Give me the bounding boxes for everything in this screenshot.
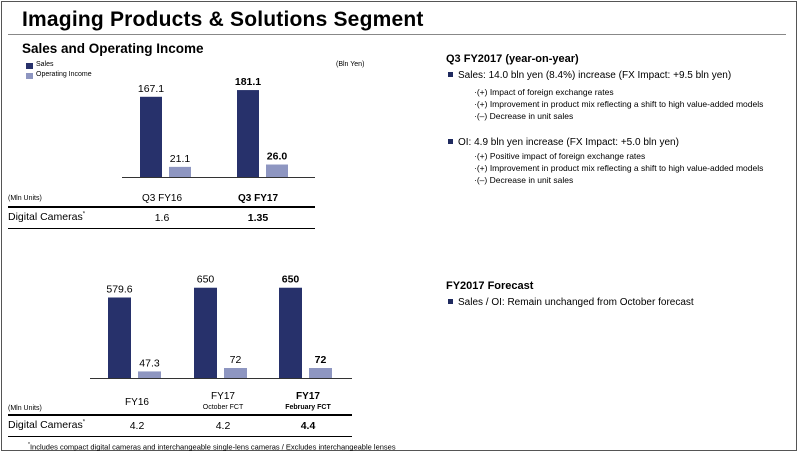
oi-point-3: ·(–) Decrease in unit sales bbox=[474, 175, 574, 185]
chart-bottom-bar-oi-2 bbox=[309, 368, 332, 378]
forecast-heading: FY2017 Forecast bbox=[446, 280, 534, 292]
table-bottom-rule-upper bbox=[8, 414, 352, 416]
q3-heading: Q3 FY2017 (year-on-year) bbox=[446, 53, 579, 65]
table-bottom-header-fy17-oct: FY17 bbox=[211, 391, 235, 402]
slide-title: Imaging Products & Solutions Segment bbox=[22, 8, 424, 31]
sales-point-3: ·(–) Decrease in unit sales bbox=[474, 111, 574, 121]
table-bottom-unit: (Mln Units) bbox=[8, 405, 42, 412]
chart-top-value-label-oi-1: 26.0 bbox=[267, 151, 288, 163]
legend-label-operating-income: Operating Income bbox=[36, 71, 92, 78]
oi-point-1: ·(+) Positive impact of foreign exchange… bbox=[474, 151, 646, 161]
oi-summary: OI: 4.9 bln yen increase (FX Impact: +5.… bbox=[448, 137, 679, 148]
table-bottom-subheader-february-fct: February FCT bbox=[285, 404, 331, 411]
section-title: Sales and Operating Income bbox=[22, 41, 204, 56]
chart-bottom-value-label-oi-2: 72 bbox=[315, 354, 327, 366]
legend-swatch-operating-income bbox=[26, 73, 33, 79]
chart-bottom-bar-sales-1 bbox=[194, 287, 217, 378]
table-bottom-header-fy17-feb: FY17 bbox=[296, 391, 320, 402]
table-top-value-q3fy17: 1.35 bbox=[247, 212, 269, 224]
chart-bottom-value-label-sales-2: 650 bbox=[282, 274, 300, 286]
chart-bottom-value-label-sales-0: 579.6 bbox=[106, 284, 132, 296]
chart-top-value-label-sales-1: 181.1 bbox=[235, 76, 261, 88]
chart-top-bar-oi-1 bbox=[266, 164, 288, 177]
table-bottom-value-fy16: 4.2 bbox=[129, 420, 145, 432]
sales-point-1: ·(+) Impact of foreign exchange rates bbox=[474, 87, 614, 97]
table-bottom-header-fy16: FY16 bbox=[125, 397, 149, 408]
table-bottom-row-label: Digital Cameras* bbox=[8, 419, 86, 431]
table-top-rule-lower bbox=[8, 228, 315, 229]
sales-point-2: ·(+) Improvement in product mix reflecti… bbox=[474, 99, 764, 109]
table-top-header-q3fy16: Q3 FY16 bbox=[141, 193, 183, 204]
title-rule bbox=[8, 34, 786, 35]
table-bottom-subheader-october-fct: October FCT bbox=[202, 404, 244, 411]
chart-bottom-value-label-sales-1: 650 bbox=[197, 274, 215, 286]
bullet-square-icon bbox=[448, 72, 453, 77]
table-bottom-rule-lower bbox=[8, 436, 352, 437]
unit-label: (Bln Yen) bbox=[336, 61, 365, 68]
table-bottom-value-fy17-feb: 4.4 bbox=[300, 420, 316, 432]
chart-top-bar-oi-0 bbox=[169, 166, 191, 177]
table-top-value-q3fy16: 1.6 bbox=[154, 212, 170, 224]
chart-top-bar-sales-0 bbox=[140, 96, 162, 177]
oi-point-2: ·(+) Improvement in product mix reflecti… bbox=[474, 163, 764, 173]
chart-bottom-value-label-oi-0: 47.3 bbox=[139, 357, 160, 369]
footnote: *Includes compact digital cameras and in… bbox=[28, 442, 396, 452]
table-top-unit: (Mln Units) bbox=[8, 195, 42, 202]
legend-label-sales: Sales bbox=[36, 61, 54, 68]
chart-top-bar-sales-1 bbox=[237, 90, 259, 177]
table-top-rule-upper bbox=[8, 206, 315, 208]
chart-bottom-bar-oi-1 bbox=[224, 368, 247, 378]
table-top-row-label: Digital Cameras* bbox=[8, 211, 86, 223]
legend-swatch-sales bbox=[26, 63, 33, 69]
chart-top-value-label-sales-0: 167.1 bbox=[138, 83, 164, 95]
chart-bottom-bar-oi-0 bbox=[138, 371, 161, 378]
table-top-header-q3fy17: Q3 FY17 bbox=[237, 193, 279, 204]
table-bottom-value-fy17-oct: 4.2 bbox=[215, 420, 231, 432]
bullet-square-icon bbox=[448, 299, 453, 304]
bullet-square-icon bbox=[448, 139, 453, 144]
chart-top-value-label-oi-0: 21.1 bbox=[170, 153, 191, 165]
chart-bottom-bar-sales-2 bbox=[279, 287, 302, 378]
forecast-summary: Sales / OI: Remain unchanged from Octobe… bbox=[448, 297, 694, 308]
chart-bottom-value-label-oi-1: 72 bbox=[230, 354, 242, 366]
sales-summary: Sales: 14.0 bln yen (8.4%) increase (FX … bbox=[448, 70, 731, 81]
chart-bottom-bar-sales-0 bbox=[108, 297, 131, 378]
